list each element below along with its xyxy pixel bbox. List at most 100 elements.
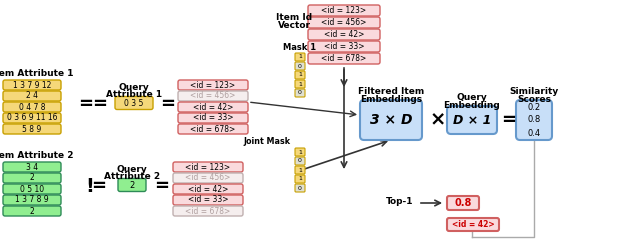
FancyBboxPatch shape [295, 157, 305, 165]
Text: Joint Mask: Joint Mask [244, 138, 291, 146]
FancyBboxPatch shape [295, 148, 305, 156]
FancyBboxPatch shape [295, 53, 305, 61]
FancyBboxPatch shape [3, 173, 61, 183]
FancyBboxPatch shape [360, 100, 422, 140]
FancyBboxPatch shape [3, 184, 61, 194]
Text: 0 4 7 8: 0 4 7 8 [19, 103, 45, 111]
FancyBboxPatch shape [295, 71, 305, 79]
FancyBboxPatch shape [295, 80, 305, 88]
FancyBboxPatch shape [178, 102, 248, 112]
Text: 0.8: 0.8 [454, 198, 472, 208]
FancyBboxPatch shape [447, 106, 497, 134]
FancyBboxPatch shape [173, 162, 243, 172]
FancyBboxPatch shape [447, 196, 479, 210]
Text: 0: 0 [298, 64, 302, 69]
Text: 0: 0 [298, 159, 302, 164]
Text: <id = 123>: <id = 123> [191, 80, 236, 89]
FancyBboxPatch shape [3, 80, 61, 90]
Text: !: ! [86, 177, 95, 196]
FancyBboxPatch shape [308, 17, 380, 28]
Text: Embeddings: Embeddings [360, 94, 422, 104]
Text: <id = 456>: <id = 456> [321, 18, 367, 27]
FancyBboxPatch shape [178, 91, 248, 101]
Text: 5 8 9: 5 8 9 [22, 124, 42, 134]
Text: <id = 123>: <id = 123> [321, 6, 367, 15]
FancyBboxPatch shape [3, 113, 61, 123]
Text: <id = 33>: <id = 33> [324, 42, 364, 51]
FancyBboxPatch shape [3, 162, 61, 172]
FancyBboxPatch shape [308, 5, 380, 16]
FancyBboxPatch shape [178, 113, 248, 123]
FancyBboxPatch shape [295, 184, 305, 192]
Text: Filtered Item: Filtered Item [358, 87, 424, 97]
Text: <id = 678>: <id = 678> [186, 206, 230, 215]
Text: <id = 456>: <id = 456> [190, 91, 236, 101]
FancyBboxPatch shape [3, 195, 61, 205]
Text: Top-1: Top-1 [387, 198, 413, 206]
Text: 0 3 5: 0 3 5 [124, 99, 144, 108]
FancyBboxPatch shape [178, 80, 248, 90]
Text: Query: Query [456, 93, 488, 103]
FancyBboxPatch shape [295, 166, 305, 174]
FancyBboxPatch shape [308, 29, 380, 40]
Text: =: = [502, 111, 516, 129]
FancyBboxPatch shape [3, 206, 61, 216]
Text: ×: × [430, 110, 446, 130]
Text: 0: 0 [298, 185, 302, 191]
FancyBboxPatch shape [173, 206, 243, 216]
Text: Scores: Scores [517, 94, 551, 104]
FancyBboxPatch shape [173, 173, 243, 183]
Text: 0 3 6 9 11 16: 0 3 6 9 11 16 [7, 113, 57, 122]
Text: <id = 678>: <id = 678> [190, 124, 236, 134]
Text: 2: 2 [29, 173, 35, 182]
Text: Mask 1: Mask 1 [284, 43, 317, 51]
Text: Item Attribute 2: Item Attribute 2 [0, 150, 73, 160]
Text: =: = [92, 177, 106, 196]
Text: 0 5 10: 0 5 10 [20, 184, 44, 194]
Text: 3 4: 3 4 [26, 163, 38, 172]
FancyBboxPatch shape [295, 89, 305, 97]
Text: 0.8: 0.8 [527, 115, 541, 124]
Text: D × 1: D × 1 [453, 113, 491, 127]
Text: 1 3 7 9 12: 1 3 7 9 12 [13, 80, 51, 89]
Text: 1: 1 [298, 149, 302, 154]
FancyBboxPatch shape [308, 41, 380, 52]
Text: Similarity: Similarity [509, 87, 559, 97]
Text: <id = 42>: <id = 42> [188, 184, 228, 194]
Text: <id = 456>: <id = 456> [186, 173, 230, 182]
FancyBboxPatch shape [173, 184, 243, 194]
Text: Vector: Vector [278, 20, 310, 29]
Text: Item Attribute 1: Item Attribute 1 [0, 69, 73, 78]
Text: 1: 1 [298, 168, 302, 173]
FancyBboxPatch shape [178, 124, 248, 134]
Text: 2 4: 2 4 [26, 91, 38, 101]
Text: Attribute 1: Attribute 1 [106, 90, 162, 99]
Text: <id = 33>: <id = 33> [193, 113, 233, 122]
FancyBboxPatch shape [308, 53, 380, 64]
Text: 0.2: 0.2 [527, 103, 541, 111]
Text: 3 × D: 3 × D [370, 113, 412, 127]
Text: <id = 678>: <id = 678> [321, 54, 367, 63]
FancyBboxPatch shape [295, 62, 305, 70]
Text: <id = 42>: <id = 42> [193, 103, 233, 111]
Text: 1: 1 [298, 176, 302, 181]
FancyBboxPatch shape [173, 195, 243, 205]
Text: 0: 0 [298, 90, 302, 96]
Text: Embedding: Embedding [444, 101, 500, 110]
Text: =: = [161, 96, 175, 113]
Text: Item Id: Item Id [276, 14, 312, 22]
Text: 1: 1 [298, 73, 302, 78]
Text: Attribute 2: Attribute 2 [104, 172, 160, 181]
Text: ==: == [78, 96, 108, 113]
FancyBboxPatch shape [516, 100, 552, 140]
Text: =: = [154, 177, 170, 196]
FancyBboxPatch shape [447, 218, 499, 231]
FancyBboxPatch shape [118, 178, 146, 192]
FancyBboxPatch shape [295, 175, 305, 183]
FancyBboxPatch shape [3, 102, 61, 112]
Text: 1: 1 [298, 81, 302, 86]
Text: <id = 33>: <id = 33> [188, 196, 228, 205]
FancyBboxPatch shape [115, 97, 153, 110]
Text: 2: 2 [29, 206, 35, 215]
Text: 2: 2 [129, 180, 134, 190]
